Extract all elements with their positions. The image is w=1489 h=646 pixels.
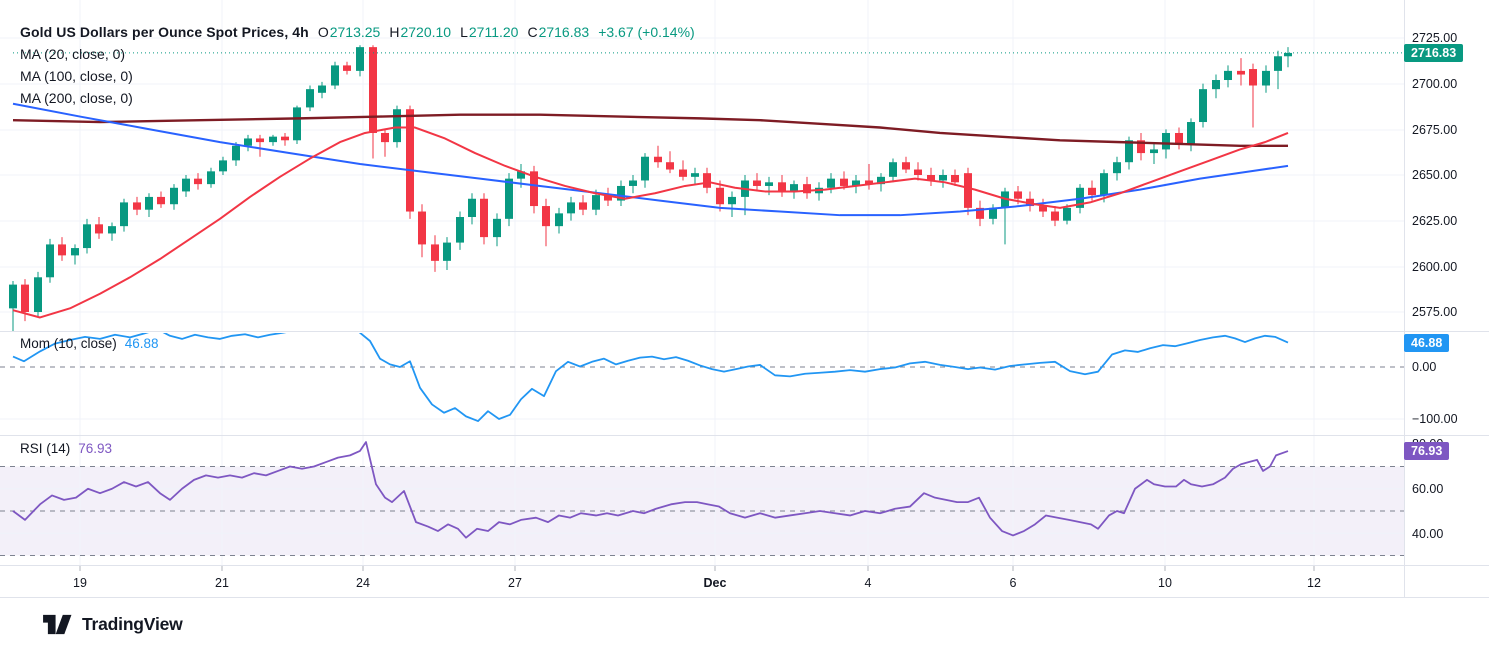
- momentum-value: 46.88: [124, 336, 159, 351]
- tradingview-logo-icon: [43, 614, 72, 635]
- time-tick-label: 24: [356, 576, 370, 590]
- reference-lines: [0, 366, 1404, 556]
- ma200-legend[interactable]: MA (200, close, 0): [20, 90, 133, 106]
- symbol-title: Gold US Dollars per Ounce Spot Prices, 4…: [20, 24, 309, 40]
- momentum-tick-label: 0.00: [1412, 360, 1437, 374]
- tradingview-logo-text: TradingView: [82, 614, 183, 634]
- price-change: +3.67 (+0.14%): [598, 24, 695, 40]
- rsi-legend[interactable]: RSI (14) 76.93: [20, 441, 113, 456]
- price-tick-label: 2725.00: [1412, 31, 1458, 45]
- time-tick-label: 27: [508, 576, 522, 590]
- pane-separators: [0, 0, 1489, 598]
- momentum-legend[interactable]: Mom (10, close) 46.88: [20, 336, 159, 351]
- time-tick-label: 12: [1307, 576, 1321, 590]
- ohlc-high: H 2720.10: [389, 24, 452, 40]
- candlestick-series[interactable]: [9, 45, 1292, 337]
- time-tick-label: 21: [215, 576, 229, 590]
- momentum-badge: 46.88: [1404, 334, 1450, 352]
- rsi-line: [12, 441, 1289, 539]
- rsi-tick-label: 60.00: [1412, 482, 1444, 496]
- rsi-value: 76.93: [78, 441, 113, 456]
- rsi-badge: 76.93: [1404, 442, 1450, 460]
- time-tick-label: 4: [864, 576, 872, 590]
- ohlc-low: L 2711.20: [460, 24, 519, 40]
- tradingview-logo[interactable]: TradingView: [43, 612, 183, 637]
- price-tick-label: 2575.00: [1412, 305, 1458, 319]
- ma100-line: [12, 102, 1289, 217]
- ma200-line: [12, 113, 1288, 147]
- ohlc-open: O 2713.25: [317, 24, 381, 40]
- last-price-badge: 2716.83: [1404, 44, 1464, 62]
- price-tick-label: 2700.00: [1412, 77, 1458, 91]
- momentum-tick-label: −100.00: [1412, 412, 1458, 426]
- grid-lines: [0, 0, 1404, 565]
- time-tick-label: 10: [1158, 576, 1172, 590]
- momentum-line: [12, 333, 1289, 422]
- chart-legend[interactable]: Gold US Dollars per Ounce Spot Prices, 4…: [20, 24, 695, 40]
- ma20-line: [12, 126, 1289, 319]
- ohlc-close: C 2716.83: [527, 24, 590, 40]
- rsi-tick-label: 40.00: [1412, 527, 1444, 541]
- time-tick-label: 19: [73, 576, 87, 590]
- price-tick-label: 2625.00: [1412, 214, 1458, 228]
- price-tick-label: 2600.00: [1412, 260, 1458, 274]
- price-tick-label: 2650.00: [1412, 168, 1458, 182]
- time-tick-label: 6: [1009, 576, 1017, 590]
- time-tick-label: Dec: [703, 576, 727, 590]
- ma20-legend[interactable]: MA (20, close, 0): [20, 46, 126, 62]
- price-tick-label: 2675.00: [1412, 123, 1458, 137]
- ma100-legend[interactable]: MA (100, close, 0): [20, 68, 133, 84]
